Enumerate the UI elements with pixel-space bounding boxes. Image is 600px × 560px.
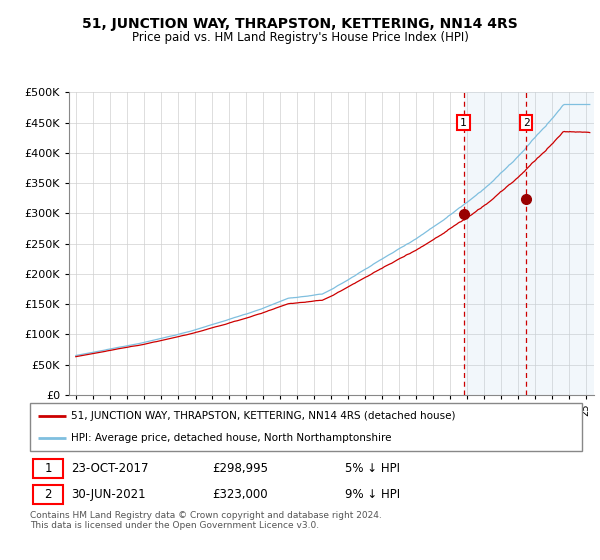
Text: 30-JUN-2021: 30-JUN-2021 (71, 488, 146, 501)
Text: 51, JUNCTION WAY, THRAPSTON, KETTERING, NN14 4RS (detached house): 51, JUNCTION WAY, THRAPSTON, KETTERING, … (71, 410, 456, 421)
Bar (526, 92, 594, 395)
Text: £323,000: £323,000 (212, 488, 268, 501)
Text: 1: 1 (460, 118, 467, 128)
Text: 2: 2 (523, 118, 529, 128)
Text: 1: 1 (44, 462, 52, 475)
Text: 2: 2 (44, 488, 52, 501)
Bar (33, 485, 63, 504)
Text: 9% ↓ HPI: 9% ↓ HPI (344, 488, 400, 501)
Text: 23-OCT-2017: 23-OCT-2017 (71, 462, 149, 475)
Text: Price paid vs. HM Land Registry's House Price Index (HPI): Price paid vs. HM Land Registry's House … (131, 31, 469, 44)
Bar (464, 92, 526, 395)
Text: £298,995: £298,995 (212, 462, 268, 475)
Text: 5% ↓ HPI: 5% ↓ HPI (344, 462, 400, 475)
Text: HPI: Average price, detached house, North Northamptonshire: HPI: Average price, detached house, Nort… (71, 433, 392, 444)
Bar (33, 459, 63, 478)
Text: 51, JUNCTION WAY, THRAPSTON, KETTERING, NN14 4RS: 51, JUNCTION WAY, THRAPSTON, KETTERING, … (82, 17, 518, 31)
Text: Contains HM Land Registry data © Crown copyright and database right 2024.
This d: Contains HM Land Registry data © Crown c… (30, 511, 382, 530)
